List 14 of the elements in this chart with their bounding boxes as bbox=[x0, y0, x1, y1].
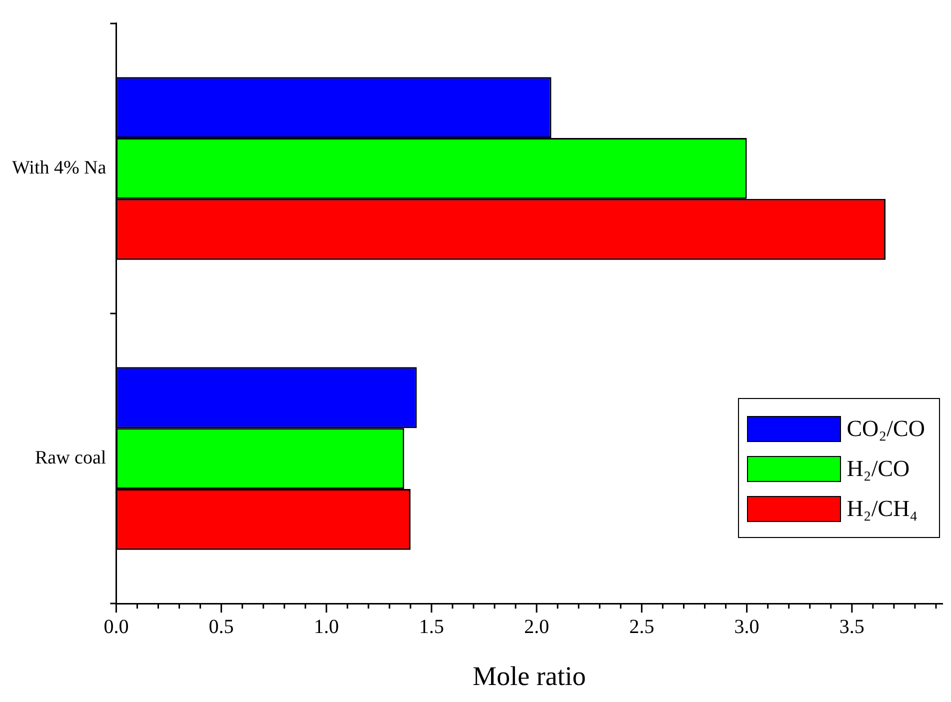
legend-label: H₂/CO bbox=[846, 456, 910, 482]
x-tick-label: 2.0 bbox=[524, 616, 550, 638]
legend-label: H₂/CH₄ bbox=[846, 496, 918, 522]
x-tick-label: 2.5 bbox=[629, 616, 654, 638]
x-axis-title: Mole ratio bbox=[472, 660, 586, 691]
y-tick-label: With 4% Na bbox=[12, 157, 107, 178]
x-tick-label: 0.0 bbox=[104, 616, 129, 638]
x-tick-label: 3.5 bbox=[839, 616, 864, 638]
legend-label: CO₂/CO bbox=[846, 416, 925, 442]
x-tick-label: 1.5 bbox=[419, 616, 444, 638]
x-tick-label: 3.0 bbox=[734, 616, 760, 638]
x-tick-label: 1.0 bbox=[314, 616, 339, 638]
y-tick-label: Raw coal bbox=[34, 448, 106, 469]
x-tick-label: 0.5 bbox=[208, 616, 234, 638]
